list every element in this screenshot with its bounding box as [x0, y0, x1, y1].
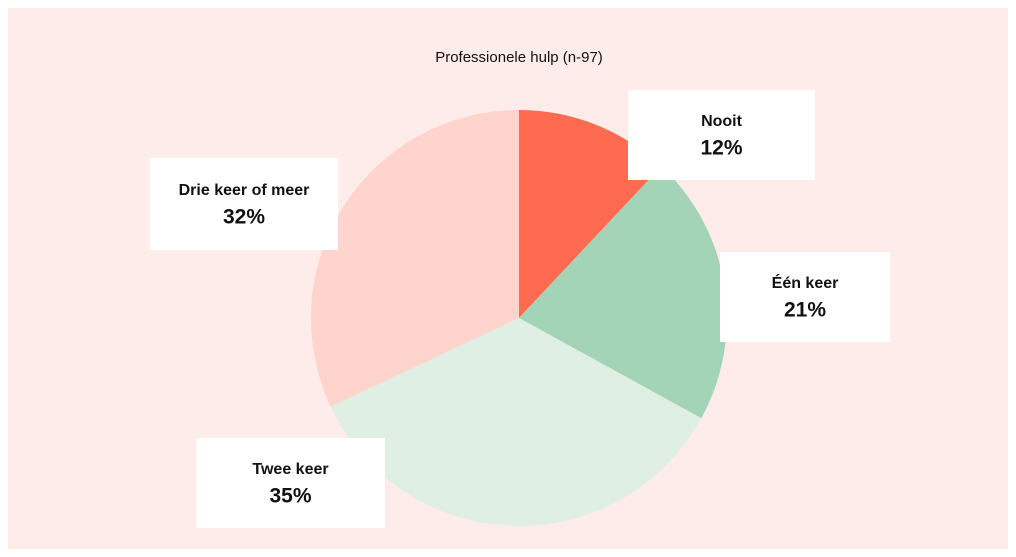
pie-slice — [519, 110, 662, 318]
slice-value: 21% — [784, 299, 826, 322]
chart-title: Professionele hulp (n-97) — [435, 49, 603, 66]
slice-value: 35% — [269, 485, 311, 508]
label-box — [196, 438, 385, 528]
label-box — [150, 158, 338, 250]
slice-label: Twee keer — [252, 461, 328, 478]
pie-slice — [310, 110, 519, 407]
slice-value: 32% — [223, 206, 265, 229]
label-box — [720, 252, 890, 342]
slice-value: 12% — [700, 137, 742, 160]
slice-label: Nooit — [701, 113, 743, 130]
slice-label: Drie keer of meer — [179, 182, 310, 199]
label-box — [628, 90, 815, 180]
slice-label: Één keer — [772, 273, 839, 292]
pie-slice — [519, 166, 727, 419]
pie-slice — [330, 318, 702, 526]
